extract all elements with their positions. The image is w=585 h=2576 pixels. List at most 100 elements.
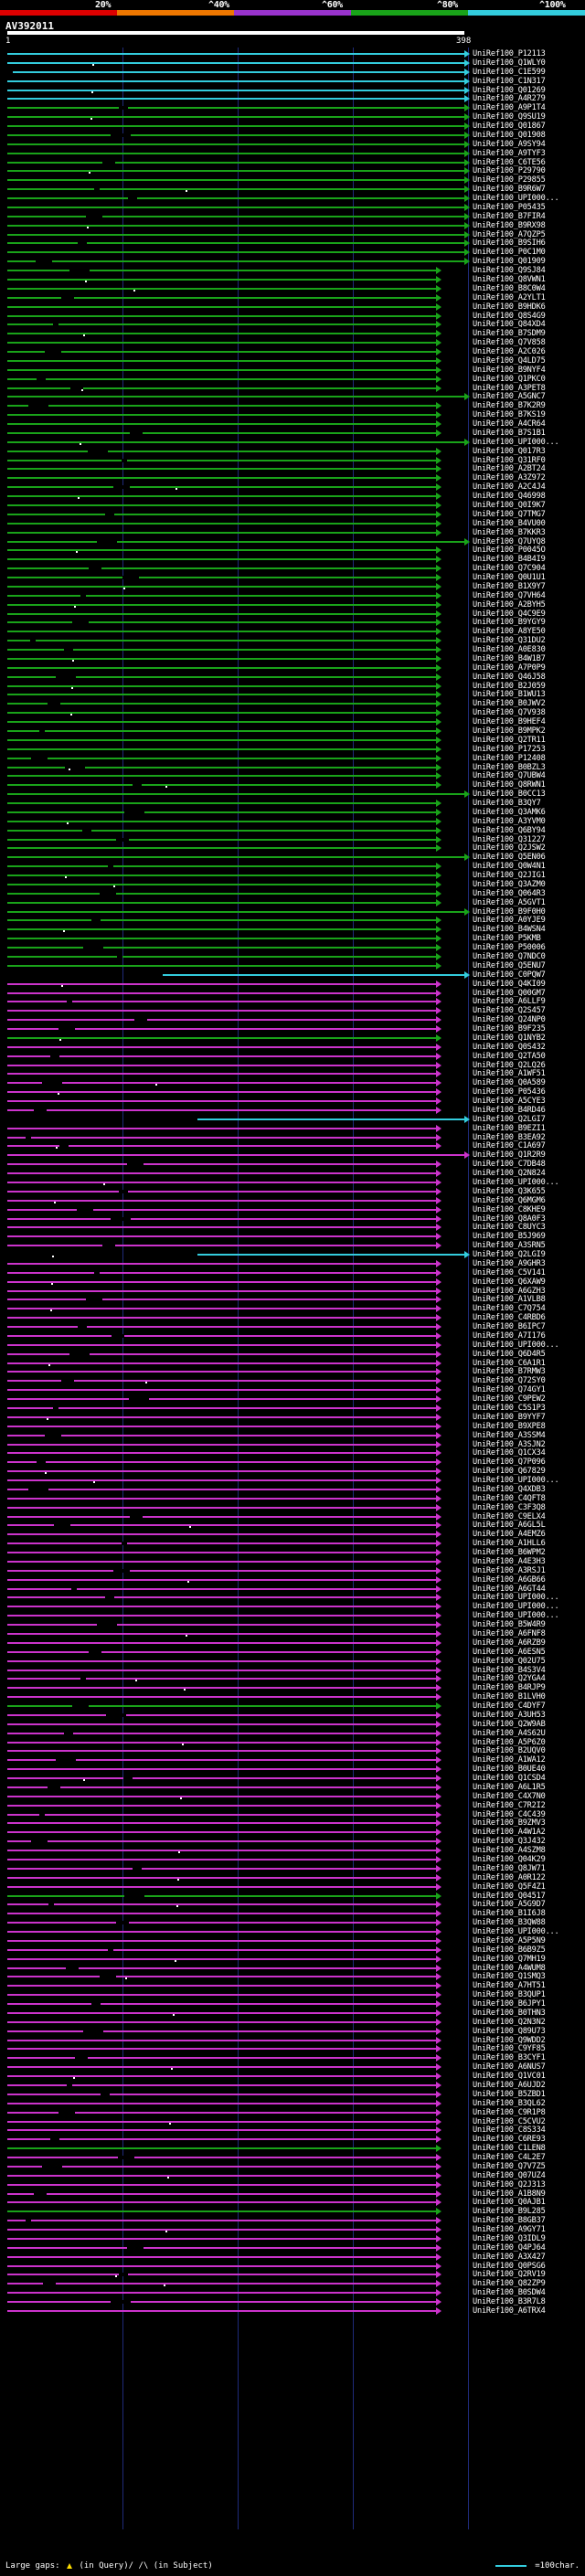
hit-label[interactable]: UniRef100_Q1PKC0 xyxy=(473,374,546,384)
hit-label[interactable]: UniRef100_A4WUM8 xyxy=(473,1963,546,1973)
hit-label[interactable]: UniRef100_Q4XDB3 xyxy=(473,1484,546,1494)
hit-alignment-bar[interactable] xyxy=(7,2165,436,2168)
hit-label[interactable]: UniRef100_B4W1B7 xyxy=(473,653,546,663)
hit-alignment-bar[interactable] xyxy=(7,1334,436,1337)
hit-alignment-bar[interactable] xyxy=(7,1036,436,1039)
hit-alignment-bar[interactable] xyxy=(7,2020,436,2023)
hit-alignment-bar[interactable] xyxy=(7,1804,436,1807)
hit-label[interactable]: UniRef100_B7KS19 xyxy=(473,410,546,420)
hit-alignment-bar[interactable] xyxy=(7,1226,436,1229)
hit-alignment-bar[interactable] xyxy=(7,1380,436,1383)
hit-label[interactable]: UniRef100_Q2LGI9 xyxy=(473,1250,546,1260)
hit-alignment-bar[interactable] xyxy=(7,359,436,362)
hit-label[interactable]: UniRef100_A2C4J4 xyxy=(473,482,546,493)
hit-label[interactable]: UniRef100_Q0A589 xyxy=(473,1078,546,1088)
hit-alignment-bar[interactable] xyxy=(7,1822,436,1825)
hit-label[interactable]: UniRef100_Q2TR11 xyxy=(473,735,546,745)
hit-alignment-bar[interactable] xyxy=(7,1850,436,1852)
hit-label[interactable]: UniRef100_A6GB66 xyxy=(473,1574,546,1585)
hit-alignment-bar[interactable] xyxy=(7,802,436,805)
hit-label[interactable]: UniRef100_C4DYF7 xyxy=(473,1701,546,1712)
hit-alignment-bar[interactable] xyxy=(7,2048,436,2051)
hit-alignment-bar[interactable] xyxy=(7,459,436,461)
hit-label[interactable]: UniRef100_B1I6J8 xyxy=(473,1909,546,1919)
hit-alignment-bar[interactable] xyxy=(7,2237,436,2240)
hit-label[interactable]: UniRef100_Q2TA50 xyxy=(473,1051,546,1061)
hit-label[interactable]: UniRef100_P0045O xyxy=(473,546,546,556)
hit-alignment-bar[interactable] xyxy=(7,910,464,913)
hit-alignment-bar[interactable] xyxy=(7,558,436,561)
hit-label[interactable]: UniRef100_A6TRX4 xyxy=(473,2306,546,2316)
hit-label[interactable]: UniRef100_A5P5N9 xyxy=(473,1935,546,1945)
hit-label[interactable]: UniRef100_P12408 xyxy=(473,753,546,763)
hit-label[interactable]: UniRef100_Q2N824 xyxy=(473,1169,546,1179)
hit-label[interactable]: UniRef100_B3EA92 xyxy=(473,1132,546,1142)
hit-alignment-bar[interactable] xyxy=(7,486,436,489)
hit-alignment-bar[interactable] xyxy=(7,107,464,110)
hit-label[interactable]: UniRef100_A9P1T4 xyxy=(473,103,546,113)
hit-alignment-bar[interactable] xyxy=(7,703,436,705)
hit-alignment-bar[interactable] xyxy=(7,594,436,597)
hit-alignment-bar[interactable] xyxy=(7,2283,436,2285)
hit-label[interactable]: UniRef100_A1HLL6 xyxy=(473,1539,546,1549)
hit-label[interactable]: UniRef100_Q00GM7 xyxy=(473,988,546,998)
hit-alignment-bar[interactable] xyxy=(7,1108,436,1111)
hit-alignment-bar[interactable] xyxy=(7,296,436,299)
hit-label[interactable]: UniRef100_Q01909 xyxy=(473,257,546,267)
hit-label[interactable]: UniRef100_Q2JSW2 xyxy=(473,843,546,853)
hit-alignment-bar[interactable] xyxy=(7,640,436,642)
hit-label[interactable]: UniRef100_Q6XAW9 xyxy=(473,1277,546,1287)
hit-alignment-bar[interactable] xyxy=(7,1172,436,1175)
hit-label[interactable]: UniRef100_C4X7N0 xyxy=(473,1791,546,1801)
hit-label[interactable]: UniRef100_A0YJE9 xyxy=(473,916,546,926)
hit-label[interactable]: UniRef100_A1WA12 xyxy=(473,1755,546,1765)
hit-label[interactable]: UniRef100_B7FIR4 xyxy=(473,211,546,221)
hit-label[interactable]: UniRef100_A5CYE3 xyxy=(473,1097,546,1107)
hit-label[interactable]: UniRef100_Q0I9K7 xyxy=(473,501,546,510)
hit-label[interactable]: UniRef100_Q7UBW4 xyxy=(473,771,546,781)
hit-alignment-bar[interactable] xyxy=(7,784,436,787)
hit-label[interactable]: UniRef100_B3QUP1 xyxy=(473,1990,546,2000)
hit-label[interactable]: UniRef100_Q017R3 xyxy=(473,446,546,456)
hit-label[interactable]: UniRef100_C9R1P8 xyxy=(473,2107,546,2117)
hit-label[interactable]: UniRef100_A1VLB8 xyxy=(473,1295,546,1305)
hit-alignment-bar[interactable] xyxy=(7,1678,436,1680)
hit-alignment-bar[interactable] xyxy=(7,1497,436,1500)
hit-alignment-bar[interactable] xyxy=(7,1182,436,1183)
hit-label[interactable]: UniRef100_A7P0P9 xyxy=(473,663,546,673)
hit-alignment-bar[interactable] xyxy=(7,675,436,678)
hit-label[interactable]: UniRef100_A3RSJ1 xyxy=(473,1565,546,1575)
hit-alignment-bar[interactable] xyxy=(7,133,464,136)
hit-label[interactable]: UniRef100_A2C026 xyxy=(473,347,546,357)
hit-alignment-bar[interactable] xyxy=(7,1948,436,1951)
hit-alignment-bar[interactable] xyxy=(7,1587,436,1590)
hit-label[interactable]: UniRef100_C6TE56 xyxy=(473,157,546,167)
hit-label[interactable]: UniRef100_Q7TMG7 xyxy=(473,509,546,519)
hit-label[interactable]: UniRef100_B9XPE8 xyxy=(473,1421,546,1431)
hit-label[interactable]: UniRef100_Q9SU19 xyxy=(473,112,546,122)
hit-alignment-bar[interactable] xyxy=(7,1831,436,1834)
hit-label[interactable]: UniRef100_Q0S432 xyxy=(473,1042,546,1052)
hit-label[interactable]: UniRef100_C3F3Q8 xyxy=(473,1502,546,1512)
hit-label[interactable]: UniRef100_B9YGY9 xyxy=(473,618,546,628)
hit-alignment-bar[interactable] xyxy=(7,495,436,498)
hit-alignment-bar[interactable] xyxy=(7,531,436,534)
hit-label[interactable]: UniRef100_Q8A0F3 xyxy=(473,1214,546,1224)
hit-alignment-bar[interactable] xyxy=(7,1578,436,1581)
hit-label[interactable]: UniRef100_Q4KI09 xyxy=(473,979,546,989)
hit-alignment-bar[interactable] xyxy=(7,1939,436,1942)
hit-alignment-bar[interactable] xyxy=(7,1741,436,1744)
hit-alignment-bar[interactable] xyxy=(7,161,464,164)
hit-alignment-bar[interactable] xyxy=(7,2264,436,2267)
hit-alignment-bar[interactable] xyxy=(7,477,436,480)
hit-alignment-bar[interactable] xyxy=(7,1064,436,1066)
hit-alignment-bar[interactable] xyxy=(7,1596,436,1599)
hit-alignment-bar[interactable] xyxy=(7,612,436,615)
hit-label[interactable]: UniRef100_A3PET8 xyxy=(473,383,546,393)
hit-label[interactable]: UniRef100_Q1CSD4 xyxy=(473,1774,546,1784)
hit-label[interactable]: UniRef100_Q04K29 xyxy=(473,1855,546,1864)
hit-label[interactable]: UniRef100_Q5F4Z1 xyxy=(473,1882,546,1892)
hit-alignment-bar[interactable] xyxy=(7,1894,436,1897)
hit-alignment-bar[interactable] xyxy=(7,684,436,687)
hit-alignment-bar[interactable] xyxy=(163,973,464,976)
